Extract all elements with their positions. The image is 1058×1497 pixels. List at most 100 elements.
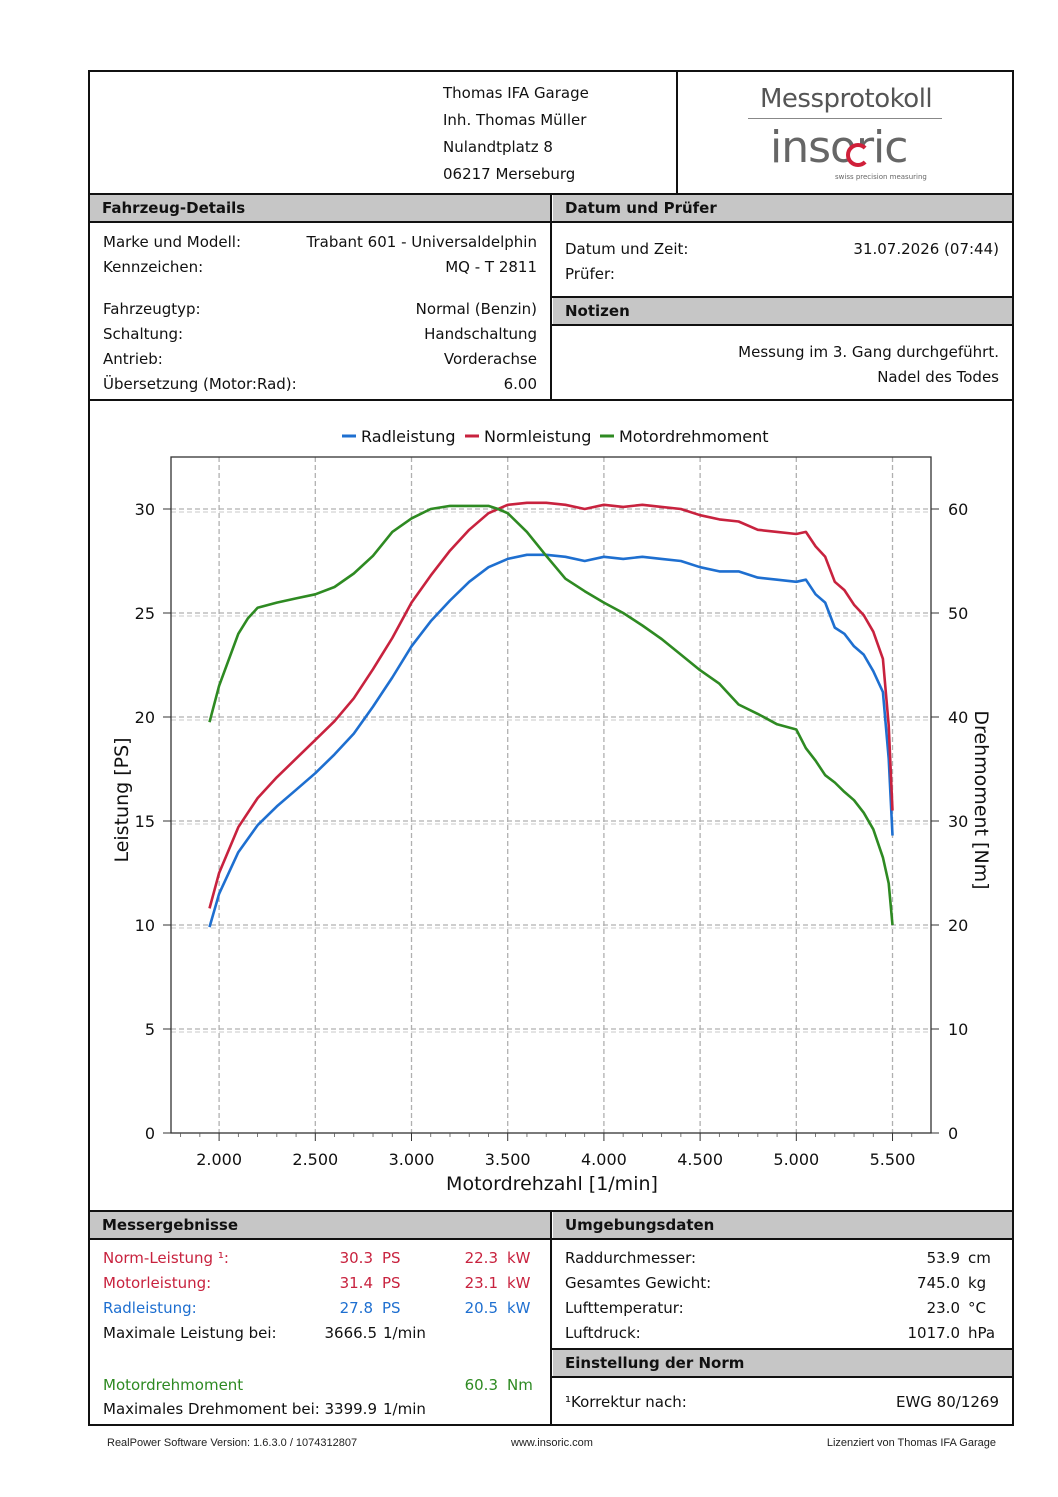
footer-license: Lizenziert von Thomas IFA Garage — [826, 1437, 996, 1449]
norm-power-label: Norm-Leistung ¹: — [103, 1249, 229, 1267]
motor-power-ps-unit: PS — [382, 1274, 401, 1292]
max-torque-rpm-value: 3399.9 — [324, 1400, 378, 1418]
norm-heading: Einstellung der Norm — [553, 1350, 1012, 1377]
logo-brand: insoric — [770, 122, 908, 173]
y2-axis-label: Drehmoment [Nm] — [970, 710, 992, 889]
y-axis-label: Leistung [PS] — [111, 737, 133, 862]
vehicle-label-ratio: Übersetzung (Motor:Rad): — [103, 375, 297, 393]
env-label-pressure: Luftdruck: — [565, 1324, 641, 1342]
datetime-label: Datum und Zeit: — [565, 240, 689, 258]
chart-legend: Radleistung Normleistung Motordrehmoment — [342, 427, 769, 446]
environment-heading-rule — [551, 1238, 1014, 1240]
vehicle-label-drive: Antrieb: — [103, 350, 163, 368]
env-unit-temperature: °C — [968, 1299, 986, 1317]
y-tick-label: 0 — [145, 1124, 155, 1143]
vehicle-label-model: Marke und Modell: — [103, 233, 242, 251]
y-tick-label: 15 — [135, 812, 155, 831]
vehicle-label-type: Fahrzeugtyp: — [103, 300, 201, 318]
x-tick-label: 5.500 — [870, 1150, 916, 1169]
y-tick-label: 10 — [135, 916, 155, 935]
torque-label: Motordrehmoment — [103, 1376, 244, 1394]
power-torque-chart: Radleistung Normleistung Motordrehmoment 2… — [111, 427, 992, 1195]
motor-power-label: Motorleistung: — [103, 1274, 212, 1292]
env-label-temperature: Lufttemperatur: — [565, 1299, 684, 1317]
garage-name: Thomas IFA Garage — [443, 84, 589, 102]
logo-tagline: swiss precision measuring — [835, 173, 927, 181]
tester-label: Prüfer: — [565, 265, 615, 283]
y2-tick-label: 40 — [948, 708, 968, 727]
details-bottom-rule — [88, 399, 1014, 401]
wheel-power-label: Radleistung: — [103, 1299, 197, 1317]
footer-website[interactable]: www.insoric.com — [511, 1437, 593, 1449]
header-divider — [676, 70, 678, 194]
norm-power-kw: 22.3 — [464, 1249, 498, 1267]
env-unit-pressure: hPa — [968, 1324, 996, 1342]
env-unit-weight: kg — [968, 1274, 987, 1292]
env-label-weight: Gesamtes Gewicht: — [565, 1274, 712, 1292]
norm-heading-rule — [551, 1376, 1014, 1378]
environment-heading: Umgebungsdaten — [553, 1212, 1012, 1239]
date-heading: Datum und Prüfer — [553, 195, 1012, 222]
chart-series — [208, 501, 894, 928]
max-power-rpm-value: 3666.5 — [324, 1324, 378, 1342]
date-heading-rule — [551, 221, 1014, 223]
wheel-power-kw-unit: kW — [507, 1299, 531, 1317]
footer-software-version: RealPower Software Version: 1.6.3.0 / 10… — [107, 1437, 358, 1449]
vehicle-label-gear: Schaltung: — [103, 325, 184, 343]
series-line-radleistung — [208, 553, 894, 928]
wheel-power-ps-unit: PS — [382, 1299, 401, 1317]
env-value-weight: 745.0 — [917, 1274, 960, 1292]
results-heading: Messergebnisse — [90, 1212, 550, 1239]
garage-owner: Inh. Thomas Müller — [443, 111, 587, 129]
vehicle-label-plate: Kennzeichen: — [103, 258, 204, 276]
max-torque-rpm-label: Maximales Drehmoment bei: — [103, 1400, 320, 1418]
x-axis-label: Motordrehzahl [1/min] — [446, 1173, 658, 1195]
mid-divider-bottom — [550, 1211, 552, 1425]
motor-power-kw-unit: kW — [507, 1274, 531, 1292]
torque-unit: Nm — [507, 1376, 533, 1394]
x-tick-label: 3.000 — [389, 1150, 435, 1169]
vehicle-heading: Fahrzeug-Details — [90, 195, 550, 222]
vehicle-heading-rule — [88, 221, 552, 223]
norm-power-kw-unit: kW — [507, 1249, 531, 1267]
y2-tick-label: 30 — [948, 812, 968, 831]
max-power-rpm-unit: 1/min — [383, 1324, 426, 1342]
notes-heading-rule — [551, 324, 1014, 326]
x-tick-label: 4.000 — [581, 1150, 627, 1169]
legend-label-normleistung: Normleistung — [484, 427, 591, 446]
logo-title-underline — [748, 118, 942, 119]
vehicle-value-gear: Handschaltung — [424, 325, 537, 343]
legend-label-motordrehmoment: Motordrehmoment — [619, 427, 769, 446]
plot-area — [170, 456, 932, 1134]
norm-correction-value: EWG 80/1269 — [895, 1393, 999, 1411]
y-tick-label: 25 — [135, 604, 155, 623]
vehicle-value-plate: MQ - T 2811 — [445, 258, 537, 276]
x-tick-label: 2.000 — [196, 1150, 242, 1169]
wheel-power-ps: 27.8 — [339, 1299, 373, 1317]
y2-tick-label: 60 — [948, 500, 968, 519]
y-tick-label: 5 — [145, 1020, 155, 1039]
y-tick-label: 30 — [135, 500, 155, 519]
notes-line-2: Nadel des Todes — [877, 368, 999, 386]
garage-street: Nulandtplatz 8 — [443, 138, 553, 156]
chart-grid — [171, 457, 931, 1133]
env-value-pressure: 1017.0 — [907, 1324, 961, 1342]
torque-value: 60.3 — [464, 1376, 498, 1394]
vehicle-value-type: Normal (Benzin) — [415, 300, 537, 318]
logo-accent-icon — [846, 143, 870, 167]
y2-tick-label: 0 — [948, 1124, 958, 1143]
vehicle-value-model: Trabant 601 - Universaldelphin — [306, 233, 538, 251]
datetime-value: 31.07.2026 (07:44) — [853, 240, 999, 258]
chart-ticks: 2.000 2.500 3.000 3.500 4.000 4.500 5.000 5.500… — [135, 500, 969, 1169]
norm-power-ps-unit: PS — [382, 1249, 401, 1267]
notes-heading: Notizen — [553, 298, 1012, 325]
y2-tick-label: 10 — [948, 1020, 968, 1039]
legend-label-radleistung: Radleistung — [361, 427, 456, 446]
series-line-motordrehmoment — [208, 504, 894, 926]
norm-correction-label: ¹Korrektur nach: — [565, 1393, 687, 1411]
results-heading-rule — [88, 1238, 552, 1240]
x-tick-label: 4.500 — [677, 1150, 723, 1169]
series-line-normleistung — [208, 501, 894, 909]
x-tick-label: 2.500 — [292, 1150, 338, 1169]
report-frame — [88, 70, 1014, 1426]
